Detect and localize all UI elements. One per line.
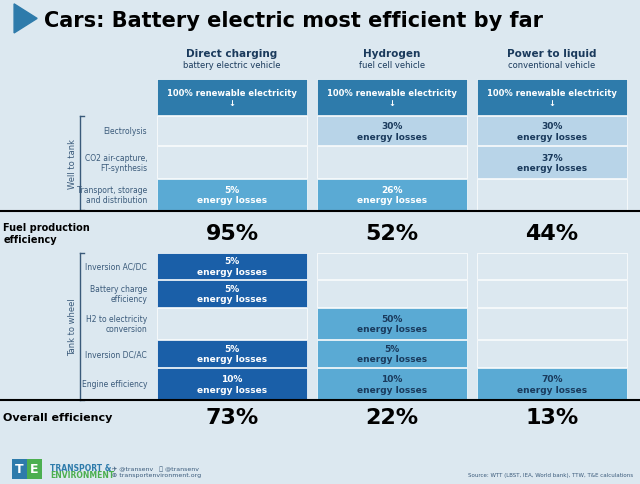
Text: fuel cell vehicle: fuel cell vehicle [359,61,425,70]
Text: battery electric vehicle: battery electric vehicle [183,61,281,70]
Text: 100% renewable electricity
↓: 100% renewable electricity ↓ [487,89,617,108]
Text: 50%
energy losses: 50% energy losses [357,315,427,334]
FancyBboxPatch shape [477,80,627,116]
Text: 5%
energy losses: 5% energy losses [197,257,267,276]
FancyBboxPatch shape [477,147,627,179]
Text: Source: WTT (LBST, IEA, World bank), TTW, T&E calculations: Source: WTT (LBST, IEA, World bank), TTW… [468,472,634,477]
FancyBboxPatch shape [157,253,307,280]
Text: 13%: 13% [525,407,579,427]
FancyBboxPatch shape [157,281,307,307]
Text: 5%
energy losses: 5% energy losses [197,345,267,364]
Text: Overall efficiency: Overall efficiency [3,412,113,422]
Text: 5%
energy losses: 5% energy losses [357,345,427,364]
FancyBboxPatch shape [317,281,467,307]
FancyBboxPatch shape [317,253,467,280]
FancyBboxPatch shape [477,281,627,307]
Text: 10%
energy losses: 10% energy losses [357,375,427,394]
FancyBboxPatch shape [27,459,42,479]
Text: 52%: 52% [365,224,419,244]
FancyBboxPatch shape [317,180,467,211]
Text: 30%
energy losses: 30% energy losses [517,122,587,141]
Text: CO2 air-capture,
FT-synthesis: CO2 air-capture, FT-synthesis [84,153,147,173]
FancyBboxPatch shape [477,180,627,211]
Text: Battery charge
efficiency: Battery charge efficiency [90,285,147,304]
FancyBboxPatch shape [477,253,627,280]
FancyBboxPatch shape [317,308,467,340]
FancyBboxPatch shape [477,117,627,146]
Text: ⊕ transportenvironment.org: ⊕ transportenvironment.org [112,472,201,477]
FancyBboxPatch shape [317,117,467,146]
Text: Cars: Battery electric most efficient by far: Cars: Battery electric most efficient by… [44,11,543,31]
FancyBboxPatch shape [157,80,307,116]
Text: 22%: 22% [365,407,419,427]
Text: Transport, storage
and distribution: Transport, storage and distribution [77,185,147,205]
Text: Inversion AC/DC: Inversion AC/DC [86,262,147,271]
Text: 5%
energy losses: 5% energy losses [197,185,267,205]
Text: ENVIRONMENT: ENVIRONMENT [50,470,114,479]
Polygon shape [14,5,37,34]
Text: Electrolysis: Electrolysis [104,127,147,136]
Text: 10%
energy losses: 10% energy losses [197,375,267,394]
Text: Inversion DC/AC: Inversion DC/AC [86,349,147,359]
Text: H2 to electricity
conversion: H2 to electricity conversion [86,315,147,334]
FancyBboxPatch shape [317,147,467,179]
Text: TRANSPORT &: TRANSPORT & [50,464,111,472]
Text: 100% renewable electricity
↓: 100% renewable electricity ↓ [167,89,297,108]
Text: 37%
energy losses: 37% energy losses [517,153,587,173]
Text: 26%
energy losses: 26% energy losses [357,185,427,205]
Text: 70%
energy losses: 70% energy losses [517,375,587,394]
Text: conventional vehicle: conventional vehicle [508,61,596,70]
FancyBboxPatch shape [477,368,627,400]
FancyBboxPatch shape [157,341,307,367]
Text: 30%
energy losses: 30% energy losses [357,122,427,141]
Text: 95%: 95% [205,224,259,244]
FancyBboxPatch shape [317,368,467,400]
Text: 73%: 73% [205,407,259,427]
Text: E: E [30,463,39,475]
Text: Well to tank: Well to tank [68,139,77,189]
FancyBboxPatch shape [317,80,467,116]
Text: Power to liquid: Power to liquid [508,49,596,59]
Text: 44%: 44% [525,224,579,244]
Text: Direct charging: Direct charging [186,49,278,59]
FancyBboxPatch shape [477,341,627,367]
FancyBboxPatch shape [157,308,307,340]
FancyBboxPatch shape [317,341,467,367]
Text: 5%
energy losses: 5% energy losses [197,285,267,304]
Text: Tank to wheel: Tank to wheel [68,298,77,355]
Text: 100% renewable electricity
↓: 100% renewable electricity ↓ [327,89,457,108]
FancyBboxPatch shape [157,147,307,179]
Text: Engine efficiency: Engine efficiency [82,379,147,389]
FancyBboxPatch shape [477,308,627,340]
Text: ✈ @transenv   📷 @transenv: ✈ @transenv 📷 @transenv [112,465,199,471]
FancyBboxPatch shape [12,459,27,479]
FancyBboxPatch shape [157,368,307,400]
Text: Hydrogen: Hydrogen [364,49,420,59]
Text: T: T [15,463,24,475]
FancyBboxPatch shape [157,180,307,211]
Text: Fuel production
efficiency: Fuel production efficiency [3,223,90,244]
FancyBboxPatch shape [157,117,307,146]
